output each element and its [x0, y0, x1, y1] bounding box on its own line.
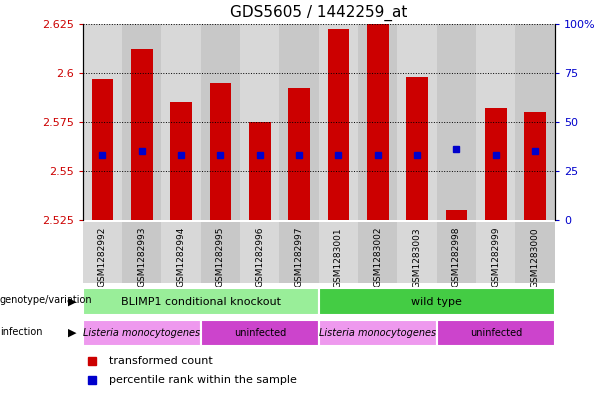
Bar [516, 24, 555, 220]
Bar [319, 288, 555, 315]
Bar [446, 210, 467, 220]
Bar [201, 320, 319, 346]
Bar [210, 83, 231, 220]
Bar [122, 222, 161, 283]
Text: GSM1283000: GSM1283000 [531, 227, 539, 288]
Bar [358, 222, 397, 283]
Bar [161, 24, 201, 220]
Text: GSM1283003: GSM1283003 [413, 227, 422, 288]
Text: GSM1283002: GSM1283002 [373, 227, 383, 287]
Text: Listeria monocytogenes: Listeria monocytogenes [319, 328, 436, 338]
Bar [249, 122, 270, 220]
Text: GSM1282999: GSM1282999 [491, 227, 500, 287]
Text: GSM1283001: GSM1283001 [334, 227, 343, 288]
Title: GDS5605 / 1442259_at: GDS5605 / 1442259_at [230, 5, 408, 21]
Bar [122, 24, 161, 220]
Bar [83, 288, 319, 315]
Text: GSM1282995: GSM1282995 [216, 227, 225, 287]
Text: ▶: ▶ [68, 328, 77, 338]
Bar [524, 112, 546, 220]
Bar [170, 102, 192, 220]
Text: GSM1282994: GSM1282994 [177, 227, 186, 287]
Bar [319, 24, 358, 220]
Text: GSM1282993: GSM1282993 [137, 227, 147, 287]
Text: ▶: ▶ [68, 297, 77, 307]
Bar [358, 24, 397, 220]
Bar [319, 222, 358, 283]
Bar [288, 88, 310, 220]
Bar [485, 108, 506, 220]
Text: infection: infection [0, 327, 42, 336]
Text: uninfected: uninfected [470, 328, 522, 338]
Text: percentile rank within the sample: percentile rank within the sample [109, 375, 297, 385]
Bar [161, 222, 201, 283]
Bar [201, 24, 240, 220]
Text: Listeria monocytogenes: Listeria monocytogenes [83, 328, 200, 338]
Text: GSM1282996: GSM1282996 [255, 227, 264, 287]
Bar [201, 222, 240, 283]
Bar [406, 77, 428, 220]
Text: uninfected: uninfected [234, 328, 286, 338]
Bar [436, 24, 476, 220]
Bar [319, 320, 436, 346]
Bar [280, 222, 319, 283]
Bar [83, 24, 122, 220]
Text: transformed count: transformed count [109, 356, 213, 366]
Bar [397, 222, 436, 283]
Text: GSM1282992: GSM1282992 [98, 227, 107, 287]
Bar [240, 24, 280, 220]
Text: GSM1282998: GSM1282998 [452, 227, 461, 287]
Bar [327, 29, 349, 220]
Bar [516, 222, 555, 283]
Bar [83, 320, 201, 346]
Text: genotype/variation: genotype/variation [0, 295, 93, 305]
Bar [367, 24, 389, 220]
Text: wild type: wild type [411, 297, 462, 307]
Bar [436, 222, 476, 283]
Bar [280, 24, 319, 220]
Bar [240, 222, 280, 283]
Bar [476, 24, 516, 220]
Bar [91, 79, 113, 220]
Text: GSM1282997: GSM1282997 [295, 227, 303, 287]
Bar [83, 222, 122, 283]
Bar [476, 222, 516, 283]
Bar [397, 24, 436, 220]
Text: BLIMP1 conditional knockout: BLIMP1 conditional knockout [121, 297, 281, 307]
Bar [436, 320, 555, 346]
Bar [131, 49, 153, 220]
